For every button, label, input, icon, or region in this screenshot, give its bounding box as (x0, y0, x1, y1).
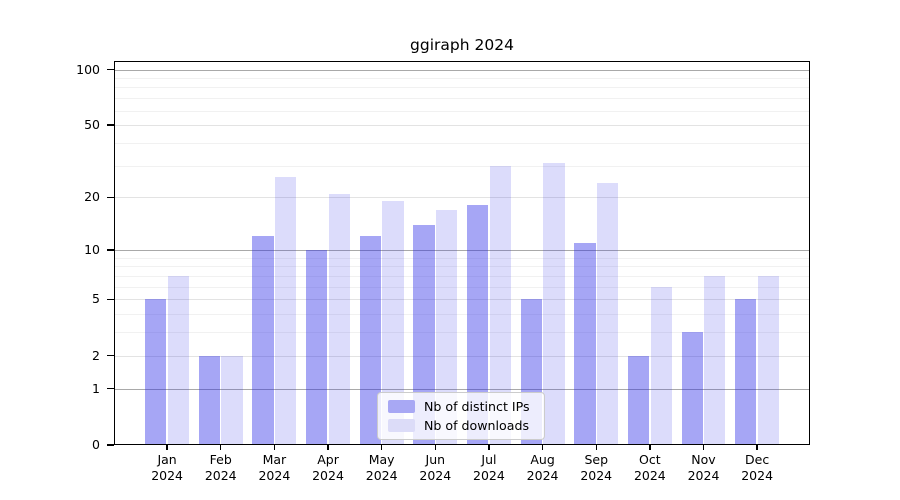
bar-downloads-aug (543, 163, 565, 445)
bar-downloads-jul (489, 165, 511, 445)
chart-title: ggiraph 2024 (410, 36, 514, 54)
bar-downloads-may (382, 201, 404, 445)
x-tick-label-jun: Jun 2024 (419, 452, 452, 484)
x-tick-label-feb: Feb 2024 (204, 452, 237, 484)
y-tick-label-100: 100 (76, 61, 100, 77)
x-tick-label-sep: Sep 2024 (580, 452, 613, 484)
x-tick-apr (327, 445, 329, 450)
bars-layer (114, 61, 810, 445)
y-tick-label-50: 50 (84, 117, 100, 133)
y-tick-10 (107, 249, 114, 251)
bar-downloads-oct (650, 286, 672, 445)
gridline-70 (114, 98, 810, 100)
legend-swatch-downloads (388, 419, 415, 432)
bar-downloads-feb (221, 355, 243, 445)
x-tick-may (381, 445, 383, 450)
gridline-80 (114, 87, 810, 89)
y-tick-20 (107, 196, 114, 198)
gridline-1 (114, 388, 810, 390)
bar-ips-sep (574, 242, 596, 445)
gridline-6 (114, 286, 810, 288)
bar-downloads-jan (167, 275, 190, 445)
x-tick-jan (166, 445, 168, 450)
y-tick-label-0: 0 (92, 437, 100, 452)
y-tick-label-5: 5 (92, 291, 100, 307)
x-tick-label-nov: Nov 2024 (687, 452, 720, 484)
x-tick-label-oct: Oct 2024 (633, 452, 666, 484)
y-tick-label-2: 2 (92, 347, 100, 363)
bar-ips-jun (413, 224, 435, 445)
x-tick-mar (273, 445, 276, 450)
x-tick-dec (756, 445, 758, 450)
bar-downloads-sep (596, 183, 619, 445)
bar-downloads-dec (757, 275, 780, 445)
x-tick-aug (541, 445, 544, 450)
grid-layer (114, 61, 810, 445)
gridline-20 (114, 197, 810, 199)
gridline-8 (114, 266, 810, 268)
y-tick-label-20: 20 (84, 189, 100, 205)
y-tick-100 (107, 68, 114, 71)
legend: Nb of distinct IPs Nb of downloads (377, 392, 545, 440)
bar-downloads-nov (704, 275, 726, 445)
x-tick-label-apr: Apr 2024 (312, 452, 344, 484)
x-tick-label-mar: Mar 2024 (258, 452, 291, 484)
y-tick-label-10: 10 (84, 241, 100, 257)
bar-ips-dec (735, 299, 757, 445)
x-tick-feb (220, 445, 222, 450)
y-tick-1 (107, 387, 114, 390)
y-tick-50 (107, 124, 114, 126)
bar-ips-mar (252, 236, 274, 445)
x-tick-label-may: May 2024 (365, 452, 398, 484)
x-tick-label-jan: Jan 2024 (151, 452, 183, 484)
bar-ips-apr (306, 249, 328, 445)
gridline-5 (114, 299, 810, 301)
x-tick-nov (702, 445, 705, 450)
gridline-60 (114, 110, 810, 112)
bar-ips-may (359, 236, 381, 445)
bar-ips-jul (466, 205, 489, 445)
gridline-90 (114, 77, 810, 79)
y-tick-2 (107, 354, 114, 357)
x-tick-label-jul: Jul 2024 (473, 452, 505, 484)
gridline-9 (114, 257, 810, 259)
legend-item-downloads: Nb of downloads (388, 418, 536, 433)
x-tick-oct (649, 445, 651, 450)
x-tick-jul (488, 445, 490, 450)
x-tick-jun (434, 445, 436, 450)
bar-downloads-mar (275, 176, 297, 445)
gridline-100 (114, 69, 810, 71)
legend-item-distinct-ips: Nb of distinct IPs (388, 399, 536, 414)
legend-label-distinct-ips: Nb of distinct IPs (424, 399, 530, 414)
gridline-7 (114, 275, 810, 277)
y-tick-5 (107, 298, 114, 300)
legend-swatch-distinct-ips (388, 400, 415, 413)
bar-ips-nov (681, 332, 703, 445)
gridline-4 (114, 314, 810, 316)
bar-ips-feb (198, 355, 221, 445)
x-tick-sep (595, 445, 597, 450)
y-tick-0 (107, 444, 114, 446)
y-tick-label-1: 1 (92, 380, 100, 396)
gridline-30 (114, 165, 810, 167)
gridline-40 (114, 142, 810, 144)
gridline-50 (114, 125, 810, 127)
gridline-2 (114, 355, 810, 357)
x-tick-label-aug: Aug 2024 (526, 452, 559, 484)
gridline-10 (114, 249, 810, 251)
gridline-3 (114, 332, 810, 334)
bar-ips-jan (145, 299, 167, 445)
bar-downloads-jun (436, 209, 458, 445)
plot-area: Nb of distinct IPs Nb of downloads (114, 61, 810, 445)
bar-downloads-apr (328, 193, 351, 445)
bar-ips-oct (627, 355, 650, 445)
legend-label-downloads: Nb of downloads (424, 418, 530, 433)
x-tick-label-dec: Dec 2024 (741, 452, 774, 484)
